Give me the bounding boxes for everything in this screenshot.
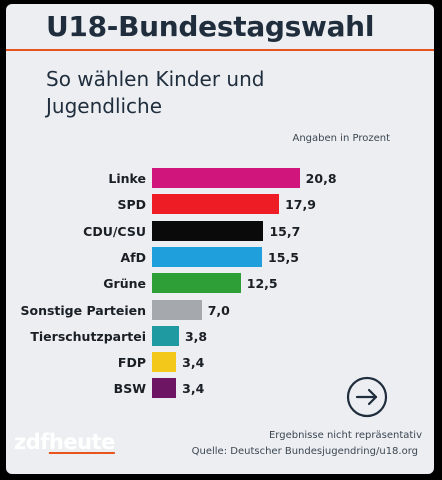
bar [152,299,202,320]
value-label: 20,8 [305,171,337,186]
category-label: FDP [117,355,146,371]
value-label: 15,7 [269,223,301,239]
category-label: Sonstige Parteien [20,302,146,318]
chart-subtitle: So wählen Kinder und Jugendliche [46,67,265,118]
category-label: SPD [117,197,146,213]
bar [152,246,263,267]
category-label: Linke [108,171,146,186]
bar [152,352,177,373]
bar [152,325,179,346]
disclaimer-note: Ergebnisse nicht repräsentativ [268,430,422,441]
value-label: 17,9 [285,197,316,213]
page-title: U18-Bundestagswahl [46,10,375,43]
zdfheute-logo: zdfheute [14,430,115,454]
chart-card: U18-Bundestagswahl So wählen Kinder und … [6,4,434,474]
value-label: 7,0 [207,302,230,318]
value-label: 15,5 [268,249,299,265]
value-label: 3,4 [182,381,205,397]
bar [152,220,264,241]
accent-rule [6,49,434,51]
logo-zdf-text: zdf [14,430,49,454]
bar [152,378,177,399]
value-label: 12,5 [246,276,278,292]
bar [152,273,241,294]
source-note: Quelle: Deutscher Bundesjugendring/u18.o… [191,446,418,457]
category-label: Grüne [103,276,146,292]
category-label: AfD [120,249,147,265]
category-label: CDU/CSU [83,223,146,239]
arrow-right-icon[interactable] [346,376,388,418]
category-label: Tierschutzpartei [30,328,146,344]
value-label: 3,8 [184,328,208,344]
unit-note: Angaben in Prozent [292,133,391,144]
value-label: 3,4 [182,355,205,371]
logo-heute-text: heute [48,430,115,454]
category-label: BSW [113,381,146,397]
bar [152,168,300,188]
bar [152,194,280,215]
